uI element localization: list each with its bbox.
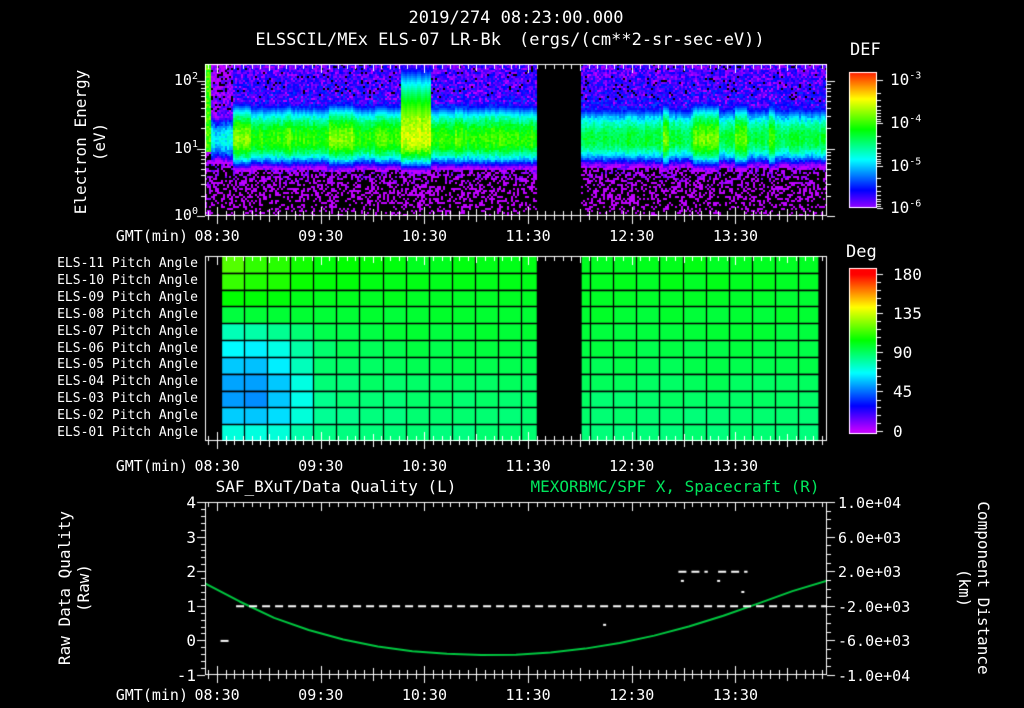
pitch-angle-heatmap — [205, 256, 827, 441]
pitch-row-label: ELS-10 Pitch Angle — [57, 273, 198, 289]
gmt-axis-label: GMT(min) — [115, 686, 188, 704]
distance-y-tick-label: -1.0e+04 — [838, 667, 911, 685]
def-colorbar-title: DEF — [850, 40, 881, 60]
x-tick-label: 08:30 — [194, 457, 240, 475]
pitch-row-label: ELS-11 Pitch Angle — [57, 256, 198, 272]
def-colorbar — [849, 72, 877, 208]
quality-y-axis-label: Raw Data Quality (Raw) — [54, 478, 94, 698]
pitch-row-label: ELS-08 Pitch Angle — [57, 306, 198, 322]
spectrogram-title-source: ELSSCIL/MEx ELS-07 LR-Bk — [255, 30, 501, 50]
spectrogram-title: ELSSCIL/MEx ELS-07 LR-Bk (ergs/(cm**2-sr-… — [170, 30, 850, 50]
spectrogram-y-axis-label-line2: (eV) — [90, 122, 109, 162]
pitch-row-label: ELS-05 Pitch Angle — [57, 357, 198, 373]
deg-colorbar-title: Deg — [846, 242, 877, 262]
x-tick-label: 12:30 — [609, 457, 655, 475]
spectrogram-y-tick-label: 100 — [173, 206, 198, 224]
def-colorbar-tick-label: 10-3 — [890, 70, 922, 90]
gmt-axis-label: GMT(min) — [115, 457, 188, 475]
quality-y-tick-label: 4 — [186, 493, 196, 512]
x-tick-label: 09:30 — [298, 227, 344, 245]
x-tick-label: 13:30 — [712, 227, 758, 245]
quality-y-axis-label-line2: (Raw) — [74, 563, 93, 613]
pitch-row-label: ELS-06 Pitch Angle — [57, 340, 198, 356]
spectrogram-y-tick-label: 101 — [173, 138, 198, 157]
quality-y-tick-label: 3 — [186, 527, 196, 547]
x-tick-label: 12:30 — [609, 686, 655, 704]
x-tick-label: 10:30 — [401, 227, 447, 245]
deg-colorbar-tick-label: 180 — [893, 264, 922, 284]
x-tick-label: 10:30 — [401, 457, 447, 475]
def-colorbar-tick-label: 10-4 — [890, 113, 922, 132]
deg-colorbar — [849, 268, 877, 434]
distance-y-axis-label: Component Distance (km) — [954, 478, 994, 698]
deg-colorbar-tick-label: 90 — [893, 342, 913, 362]
quality-distance-plot — [205, 502, 827, 675]
distance-series-title: MEXORBMC/SPF X, Spacecraft (R) — [530, 477, 820, 496]
x-tick-label: 09:30 — [298, 457, 344, 475]
x-tick-label: 13:30 — [712, 457, 758, 475]
x-tick-label: 08:30 — [194, 227, 240, 245]
x-tick-label: 12:30 — [609, 227, 655, 245]
distance-y-tick-label: 6.0e+03 — [838, 528, 902, 547]
gmt-axis-label: GMT(min) — [115, 227, 188, 245]
spectrogram-title-units: (ergs/(cm**2-sr-sec-eV)) — [519, 30, 765, 50]
pitch-row-label: ELS-07 Pitch Angle — [57, 323, 198, 339]
quality-y-tick-label: 0 — [186, 631, 196, 651]
electron-energy-spectrogram — [205, 64, 827, 216]
x-tick-label: 11:30 — [505, 227, 551, 245]
x-tick-label: 11:30 — [505, 686, 551, 704]
x-tick-label: 08:30 — [194, 686, 240, 704]
distance-y-tick-label: 1.0e+04 — [838, 494, 902, 512]
distance-y-axis-label-line2: (km) — [955, 568, 974, 608]
distance-y-tick-label: -2.0e+03 — [838, 597, 911, 616]
x-tick-label: 10:30 — [401, 686, 447, 704]
quality-y-tick-label: 2 — [186, 562, 196, 582]
pitch-row-label: ELS-01 Pitch Angle — [57, 424, 198, 440]
x-tick-label: 13:30 — [712, 686, 758, 704]
def-colorbar-tick-label: 10-5 — [890, 155, 922, 175]
pitch-row-label: ELS-03 Pitch Angle — [57, 390, 198, 406]
quality-y-tick-label: 1 — [186, 596, 196, 616]
deg-colorbar-tick-label: 135 — [893, 303, 922, 323]
timestamp-title: 2019/274 08:23:00.000 — [408, 8, 624, 28]
quality-y-axis-label-line1: Raw Data Quality — [55, 510, 74, 666]
pitch-row-label: ELS-04 Pitch Angle — [57, 374, 198, 390]
distance-y-tick-label: -6.0e+03 — [838, 632, 911, 651]
quality-y-tick-label: -1 — [176, 666, 196, 685]
def-colorbar-tick-label: 10-6 — [890, 198, 922, 217]
x-tick-label: 09:30 — [298, 686, 344, 704]
deg-colorbar-tick-label: 45 — [893, 382, 913, 401]
pitch-row-label: ELS-09 Pitch Angle — [57, 290, 198, 306]
deg-colorbar-tick-label: 0 — [893, 422, 903, 441]
spectrogram-y-axis-label-line1: Electron Energy — [71, 69, 90, 215]
pitch-row-label: ELS-02 Pitch Angle — [57, 407, 198, 423]
spectrogram-y-tick-label: 102 — [173, 71, 198, 89]
quality-series-title: SAF_BXuT/Data Quality (L) — [215, 477, 457, 496]
spectrogram-y-axis-label: Electron Energy (eV) — [70, 32, 110, 252]
x-tick-label: 11:30 — [505, 457, 551, 475]
distance-y-axis-label-line1: Component Distance — [974, 501, 993, 675]
distance-y-tick-label: 2.0e+03 — [838, 563, 902, 582]
